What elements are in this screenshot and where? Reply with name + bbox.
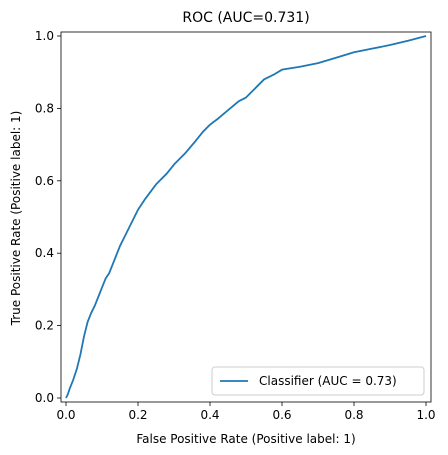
legend-box [211, 366, 425, 396]
y-tick-label: 0.4 [35, 246, 54, 260]
x-axis-ticks: 0.0 0.2 0.4 0.6 0.8 1.0 [56, 402, 436, 422]
y-tick-label: 0.0 [35, 391, 54, 405]
y-tick-label: 1.0 [35, 29, 54, 43]
y-tick-label: 0.2 [35, 319, 54, 333]
x-axis-label: False Positive Rate (Positive label: 1) [136, 432, 355, 446]
roc-curve-line [65, 35, 427, 399]
legend: Classifier (AUC = 0.73) [211, 366, 425, 396]
y-tick-label: 0.6 [35, 174, 54, 188]
x-tick-label: 0.0 [56, 408, 75, 422]
plot-area [60, 31, 432, 403]
x-tick-label: 1.0 [416, 408, 435, 422]
x-tick-label: 0.8 [344, 408, 363, 422]
legend-entry-label: Classifier (AUC = 0.73) [259, 374, 397, 388]
y-tick-label: 0.8 [35, 101, 54, 115]
y-axis-ticks: 0.0 0.2 0.4 0.6 0.8 1.0 [35, 29, 61, 405]
x-tick-label: 0.6 [272, 408, 291, 422]
plot-frame [60, 31, 432, 403]
x-tick-label: 0.4 [200, 408, 219, 422]
x-tick-label: 0.2 [128, 408, 147, 422]
chart-title: ROC (AUC=0.731) [182, 10, 309, 26]
y-axis-label: True Positive Rate (Positive label: 1) [9, 111, 23, 327]
